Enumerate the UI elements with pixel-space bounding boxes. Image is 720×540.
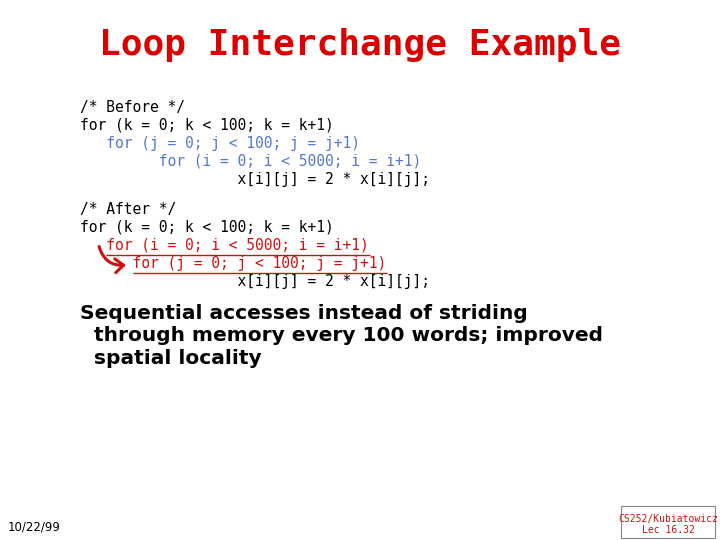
Text: Sequential accesses instead of striding: Sequential accesses instead of striding xyxy=(80,304,528,323)
FancyBboxPatch shape xyxy=(621,506,715,538)
Text: for (j = 0; j < 100; j = j+1): for (j = 0; j < 100; j = j+1) xyxy=(80,136,360,151)
Text: for (k = 0; k < 100; k = k+1): for (k = 0; k < 100; k = k+1) xyxy=(80,220,334,235)
Text: for (i = 0; i < 5000; i = i+1): for (i = 0; i < 5000; i = i+1) xyxy=(80,238,369,253)
Text: through memory every 100 words; improved: through memory every 100 words; improved xyxy=(80,327,603,346)
Text: /* After */: /* After */ xyxy=(80,202,176,217)
Text: /* Before */: /* Before */ xyxy=(80,100,185,115)
Text: x[i][j] = 2 * x[i][j];: x[i][j] = 2 * x[i][j]; xyxy=(80,274,430,289)
Text: for (i = 0; i < 5000; i = i+1): for (i = 0; i < 5000; i = i+1) xyxy=(80,154,421,169)
Text: Lec 16.32: Lec 16.32 xyxy=(642,525,694,535)
Text: for (j = 0; j < 100; j = j+1): for (j = 0; j < 100; j = j+1) xyxy=(80,256,386,271)
Text: 10/22/99: 10/22/99 xyxy=(8,520,61,533)
FancyArrowPatch shape xyxy=(99,247,124,273)
Text: for (k = 0; k < 100; k = k+1): for (k = 0; k < 100; k = k+1) xyxy=(80,118,334,133)
Text: Loop Interchange Example: Loop Interchange Example xyxy=(99,28,621,62)
Text: x[i][j] = 2 * x[i][j];: x[i][j] = 2 * x[i][j]; xyxy=(80,172,430,187)
Text: spatial locality: spatial locality xyxy=(80,349,261,368)
Text: CS252/Kubiatowicz: CS252/Kubiatowicz xyxy=(618,514,718,524)
